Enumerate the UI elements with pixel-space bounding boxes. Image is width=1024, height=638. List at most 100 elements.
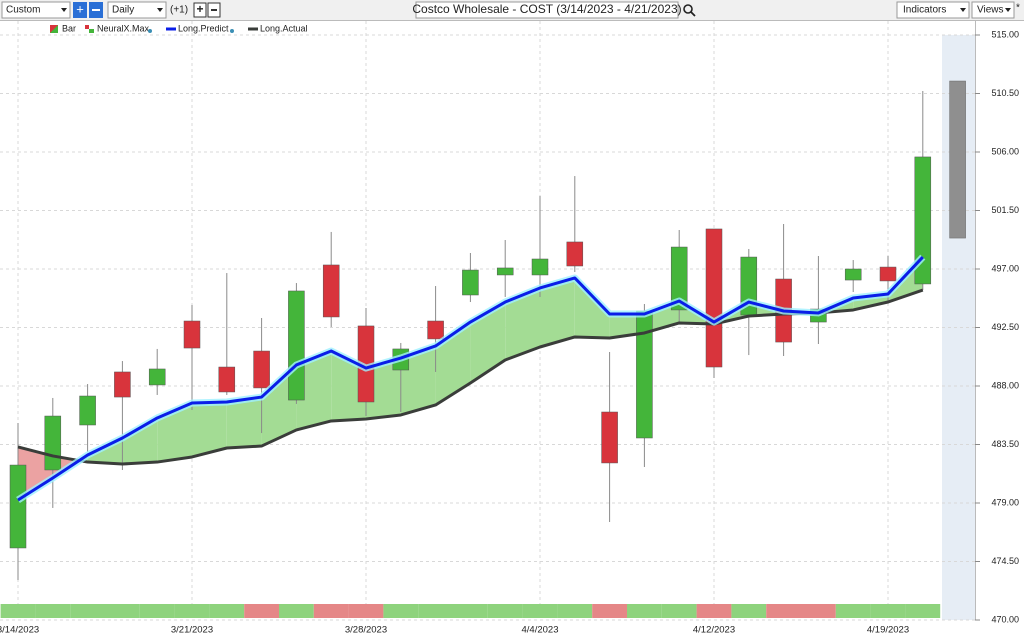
signal-cell — [209, 604, 245, 618]
x-tick-label: 3/14/2023 — [0, 625, 39, 636]
signal-cell — [279, 604, 314, 618]
candle-body — [496, 267, 514, 276]
signal-cell — [348, 604, 384, 618]
legend-dot — [230, 29, 234, 33]
period-select[interactable] — [1, 1, 71, 19]
legend-label: Long.Predict — [178, 23, 229, 33]
signal-cell — [835, 604, 871, 618]
dropdown-arrow — [960, 8, 966, 12]
add-icon: + — [76, 1, 84, 16]
plus-icon: + — [196, 2, 203, 16]
series-line — [17, 288, 924, 466]
spread-area — [296, 351, 332, 430]
signal-cell — [35, 604, 71, 618]
forecast-bar — [949, 80, 966, 239]
candle-body — [288, 290, 305, 401]
interval-select[interactable] — [107, 1, 167, 19]
y-tick-label: 474.50 — [991, 556, 1019, 566]
offset-label: (+1) — [170, 5, 188, 16]
signal-cell — [0, 604, 36, 618]
legend-label: Long.Actual — [260, 23, 308, 33]
spread-area — [226, 397, 262, 449]
signal-cell — [487, 604, 523, 618]
series-line — [17, 256, 924, 502]
signal-cell — [557, 604, 593, 618]
legend-icon — [85, 25, 89, 29]
period-label: Custom — [6, 5, 40, 16]
y-tick-label: 506.00 — [991, 146, 1019, 156]
views-label: Views — [977, 5, 1004, 16]
signal-cell — [418, 604, 453, 618]
candle-body — [844, 268, 862, 281]
candle-body — [44, 415, 62, 471]
y-tick-label: 492.50 — [991, 322, 1019, 332]
search-icon-handle — [690, 11, 696, 17]
spread-area — [400, 345, 436, 415]
spread-area — [574, 277, 610, 339]
legend-icon — [50, 25, 58, 33]
spread-area — [18, 446, 53, 501]
candle-body — [114, 371, 131, 398]
signal-cell — [731, 604, 767, 618]
y-tick-label: 497.00 — [991, 263, 1019, 273]
signal-cell — [661, 604, 697, 618]
candle-body — [914, 156, 932, 285]
signal-cell — [905, 604, 941, 618]
signal-cell — [174, 604, 210, 618]
remove-icon — [92, 9, 100, 11]
candle-body — [670, 246, 688, 311]
signal-cell — [244, 604, 279, 618]
indicators-label: Indicators — [903, 5, 946, 16]
add-button[interactable] — [73, 2, 87, 18]
signal-cell — [766, 604, 801, 618]
candle-body — [183, 320, 201, 349]
signal-cell — [627, 604, 662, 618]
x-tick-label: 4/12/2023 — [693, 625, 735, 636]
legend-icon — [89, 29, 94, 33]
signal-cell — [313, 604, 349, 618]
candle-body — [79, 395, 96, 426]
candle-body — [462, 269, 479, 296]
candle-body — [253, 350, 270, 389]
legend-label: NeuralX.Max — [97, 23, 150, 33]
minus-icon — [211, 9, 217, 11]
spread-area — [192, 401, 227, 457]
candle-body — [566, 241, 584, 267]
signal-cell — [105, 604, 140, 618]
signal-cell — [139, 604, 175, 618]
spread-area — [470, 302, 506, 384]
candle-body — [531, 258, 549, 276]
dropdown-arrow — [1005, 8, 1011, 12]
plus-button[interactable] — [193, 2, 207, 18]
x-tick-label: 3/28/2023 — [345, 625, 387, 636]
symbol-box[interactable] — [415, 1, 679, 19]
y-tick-label: 483.50 — [991, 439, 1019, 449]
dropdown-arrow — [61, 8, 67, 12]
interval-label: Daily — [112, 5, 134, 16]
views-button[interactable] — [971, 1, 1015, 19]
signal-cell — [592, 604, 627, 618]
y-tick-label: 501.50 — [991, 205, 1019, 215]
x-tick-label: 3/21/2023 — [171, 625, 213, 636]
spread-area — [366, 358, 401, 420]
spread-area — [261, 364, 297, 447]
x-tick-label: 4/19/2023 — [867, 625, 909, 636]
chart-title: Costco Wholesale - COST (3/14/2023 - 4/2… — [412, 2, 681, 16]
candle-body — [9, 464, 27, 549]
candle-body — [322, 264, 340, 318]
candle-body — [148, 368, 166, 386]
search-icon[interactable] — [683, 4, 693, 14]
dropdown-arrow — [157, 8, 163, 12]
signal-cell — [696, 604, 732, 618]
candle-body — [705, 228, 723, 368]
candle-body — [427, 320, 444, 340]
indicators-button[interactable] — [896, 1, 970, 19]
spread-area — [505, 287, 540, 360]
x-tick-label: 4/4/2023 — [522, 625, 559, 636]
candle-body — [218, 366, 236, 393]
signal-cell — [70, 604, 105, 618]
signal-cell — [383, 604, 419, 618]
signal-cell — [801, 604, 836, 618]
y-tick-label: 488.00 — [991, 380, 1019, 390]
